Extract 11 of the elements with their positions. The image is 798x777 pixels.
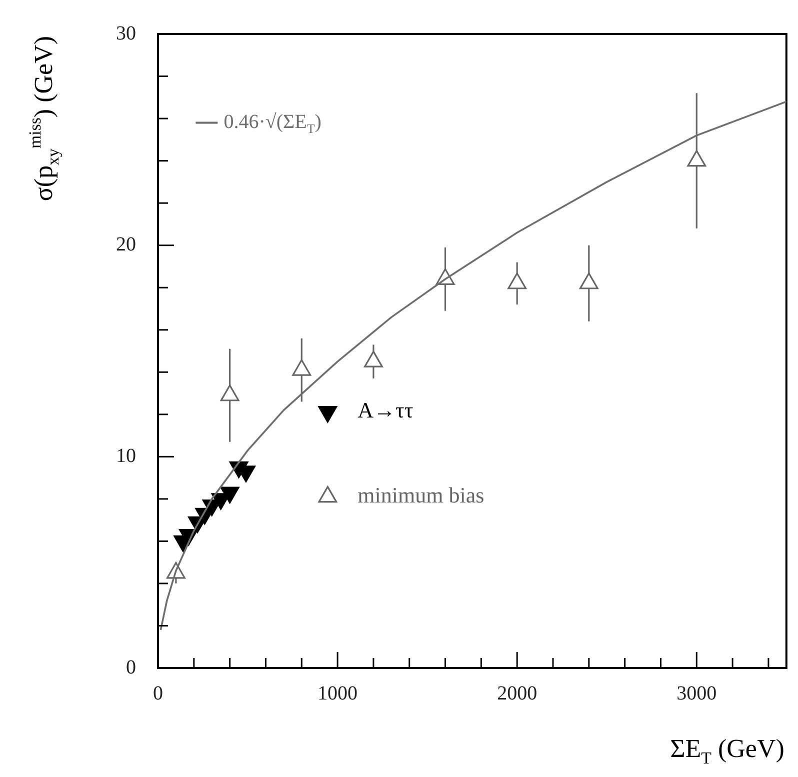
y-tick-label: 10 bbox=[116, 444, 136, 467]
y-tick-label: 0 bbox=[126, 656, 136, 678]
legend-label: minimum bias bbox=[358, 482, 484, 508]
x-tick-label: 0 bbox=[153, 682, 163, 704]
x-tick-label: 3000 bbox=[676, 682, 717, 704]
y-tick-label: 30 bbox=[116, 22, 136, 44]
x-tick-label: 2000 bbox=[497, 682, 538, 704]
legend-label: A→ττ bbox=[358, 398, 414, 423]
y-tick-label: 20 bbox=[116, 234, 136, 256]
y-axis-title: σ(pxymiss) (GeV) bbox=[25, 36, 63, 202]
x-tick-label: 1000 bbox=[318, 682, 358, 704]
